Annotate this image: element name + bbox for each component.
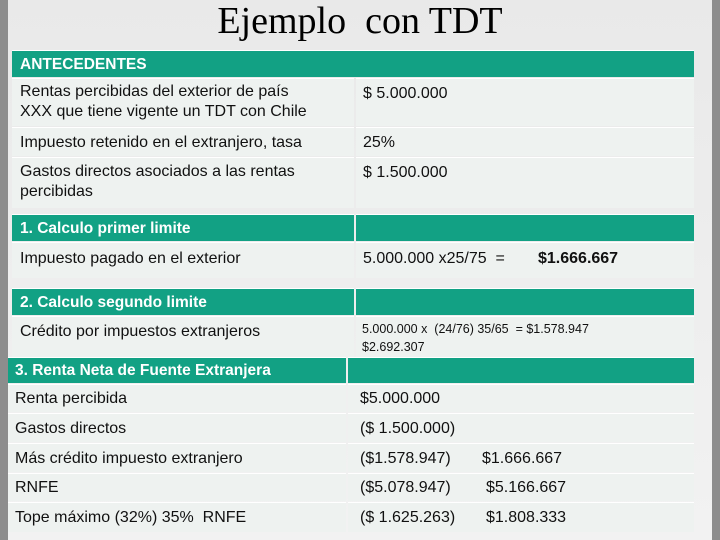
rnfe-value-1: ($ 1.625.263) bbox=[360, 509, 456, 526]
rnfe-value-2: $1.808.333 bbox=[486, 509, 567, 526]
antecedentes-header-text: ANTECEDENTES bbox=[20, 56, 147, 73]
antecedentes-header: ANTECEDENTES bbox=[12, 50, 694, 77]
limite1-formula: 5.000.000 x25/75 = bbox=[363, 250, 505, 267]
rnfe-value-2: $1.666.667 bbox=[482, 450, 563, 467]
row-label-line: Gastos directos asociados a las rentas bbox=[20, 163, 295, 180]
rnfe-header-fill bbox=[348, 357, 694, 383]
limite2-header-text: 2. Calculo segundo limite bbox=[20, 294, 207, 311]
limite2-header-fill bbox=[356, 288, 694, 315]
row-value: $ 5.000.000 bbox=[363, 85, 448, 102]
rnfe-row-5-value: ($ 1.625.263) $1.808.333 bbox=[348, 502, 694, 532]
limite2-line2: $2.692.307 bbox=[362, 340, 425, 354]
limite2-label-cell: Crédito por impuestos extranjeros bbox=[12, 316, 354, 360]
antecedentes-row-1-value: $ 5.000.000 bbox=[356, 78, 694, 126]
rnfe-header: 3. Renta Neta de Fuente Extranjera bbox=[8, 357, 346, 383]
rnfe-row-3-label: Más crédito impuesto extranjero bbox=[8, 443, 346, 472]
rnfe-value-1: $5.000.000 bbox=[360, 390, 441, 407]
rnfe-row-4-value: ($5.078.947) $5.166.667 bbox=[348, 473, 694, 501]
limite1-label-cell: Impuesto pagado en el exterior bbox=[12, 242, 354, 278]
limite2-line1: 5.000.000 x (24/76) 35/65 = $1.578.947 bbox=[362, 322, 589, 336]
limite2-header: 2. Calculo segundo limite bbox=[12, 288, 354, 315]
rnfe-row-4-label: RNFE bbox=[8, 473, 346, 501]
rnfe-label: RNFE bbox=[15, 479, 59, 496]
rnfe-row-2-value: ($ 1.500.000) bbox=[348, 413, 694, 442]
rnfe-row-1-label: Renta percibida bbox=[8, 384, 346, 412]
limite1-header-text: 1. Calculo primer limite bbox=[20, 220, 191, 237]
rnfe-value-1: ($1.578.947) bbox=[360, 450, 451, 467]
rnfe-header-text: 3. Renta Neta de Fuente Extranjera bbox=[15, 362, 271, 379]
limite1-header-fill bbox=[356, 214, 694, 241]
slide-title: Ejemplo con TDT bbox=[217, 0, 503, 42]
row-label-line: percibidas bbox=[20, 183, 93, 200]
limite2-label: Crédito por impuestos extranjeros bbox=[20, 323, 261, 340]
row-label-line: Impuesto retenido en el extranjero, tasa bbox=[20, 134, 302, 151]
rnfe-label: Tope máximo (32%) 35% RNFE bbox=[15, 509, 247, 526]
rnfe-value-1: ($5.078.947) bbox=[360, 479, 451, 496]
antecedentes-row-3-value: $ 1.500.000 bbox=[356, 157, 694, 208]
row-value: $ 1.500.000 bbox=[363, 164, 448, 181]
limite1-header: 1. Calculo primer limite bbox=[12, 214, 354, 241]
rnfe-label: Más crédito impuesto extranjero bbox=[15, 450, 243, 467]
antecedentes-row-2-label: Impuesto retenido en el extranjero, tasa bbox=[12, 127, 354, 156]
rnfe-row-3-value: ($1.578.947) $1.666.667 bbox=[348, 443, 694, 472]
limite1-result: $1.666.667 bbox=[538, 250, 619, 267]
rnfe-label: Renta percibida bbox=[15, 390, 128, 407]
row-label-line: Rentas percibidas del exterior de país bbox=[20, 83, 289, 100]
rnfe-label: Gastos directos bbox=[15, 420, 127, 437]
rnfe-value-1: ($ 1.500.000) bbox=[360, 420, 456, 437]
limite2-value-cell: 5.000.000 x (24/76) 35/65 = $1.578.947 $… bbox=[356, 316, 694, 360]
antecedentes-row-1-label: Rentas percibidas del exterior de país X… bbox=[12, 78, 354, 126]
rnfe-value-2: $5.166.667 bbox=[486, 479, 567, 496]
row-label-line: XXX que tiene vigente un TDT con Chile bbox=[20, 103, 307, 120]
antecedentes-row-2-value: 25% bbox=[356, 127, 694, 156]
antecedentes-row-3-label: Gastos directos asociados a las rentas p… bbox=[12, 157, 354, 208]
rnfe-row-5-label: Tope máximo (32%) 35% RNFE bbox=[8, 502, 346, 532]
left-border bbox=[0, 0, 8, 540]
rnfe-row-2-label: Gastos directos bbox=[8, 413, 346, 442]
row-value: 25% bbox=[363, 134, 396, 151]
limite1-label: Impuesto pagado en el exterior bbox=[20, 250, 241, 267]
right-border bbox=[712, 0, 720, 540]
rnfe-row-1-value: $5.000.000 bbox=[348, 384, 694, 412]
limite1-value-cell: 5.000.000 x25/75 = $1.666.667 bbox=[356, 242, 694, 278]
